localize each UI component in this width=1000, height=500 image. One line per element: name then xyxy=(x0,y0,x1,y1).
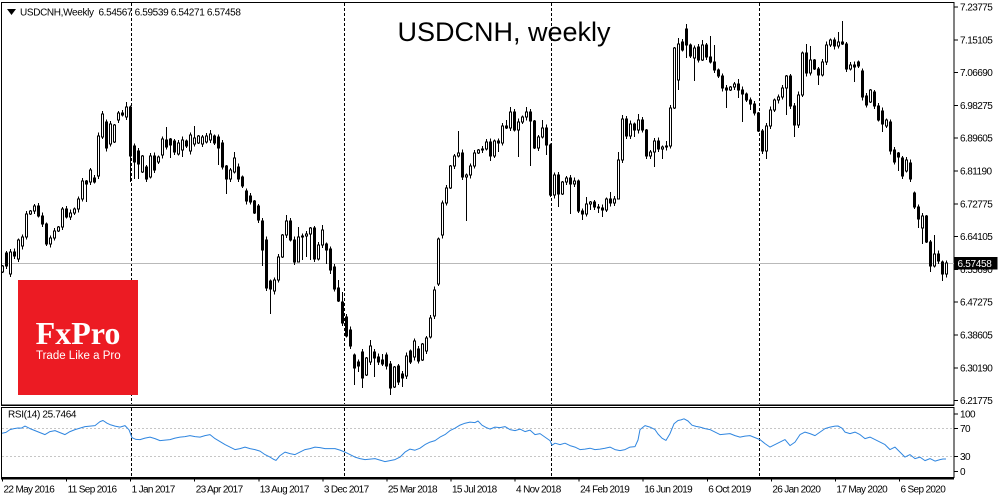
svg-text:15 Jul 2018: 15 Jul 2018 xyxy=(452,485,498,496)
svg-text:6.21775: 6.21775 xyxy=(960,396,993,407)
svg-text:6.30190: 6.30190 xyxy=(960,363,993,374)
svg-text:6.55690: 6.55690 xyxy=(960,265,993,276)
svg-text:13 Aug 2017: 13 Aug 2017 xyxy=(260,485,310,496)
svg-text:26 Jan 2020: 26 Jan 2020 xyxy=(772,485,821,496)
svg-text:11 Sep 2016: 11 Sep 2016 xyxy=(68,485,118,496)
svg-text:16 Jun 2019: 16 Jun 2019 xyxy=(644,485,693,496)
svg-text:7.23775: 7.23775 xyxy=(960,3,993,14)
svg-text:USDCNH,Weekly 6.54567 6.59539: USDCNH,Weekly 6.54567 6.59539 6.54271 6.… xyxy=(20,8,241,19)
svg-text:24 Feb 2019: 24 Feb 2019 xyxy=(580,485,630,496)
svg-text:6.47275: 6.47275 xyxy=(960,298,993,309)
svg-text:USDCNH, weekly: USDCNH, weekly xyxy=(397,17,611,47)
svg-text:3 Dec 2017: 3 Dec 2017 xyxy=(324,485,370,496)
svg-text:22 May 2016: 22 May 2016 xyxy=(4,485,56,496)
svg-text:6 Oct 2019: 6 Oct 2019 xyxy=(708,485,752,496)
svg-text:17 May 2020: 17 May 2020 xyxy=(836,485,888,496)
svg-text:25 Mar 2018: 25 Mar 2018 xyxy=(388,485,438,496)
svg-text:100: 100 xyxy=(960,410,976,421)
svg-text:Trade Like a Pro: Trade Like a Pro xyxy=(36,350,121,362)
svg-text:6.98275: 6.98275 xyxy=(960,101,993,112)
svg-text:70: 70 xyxy=(960,424,971,435)
svg-text:0: 0 xyxy=(960,467,966,478)
svg-text:6.57458: 6.57458 xyxy=(958,259,993,270)
svg-text:6.81190: 6.81190 xyxy=(960,167,993,178)
svg-text:7.06690: 7.06690 xyxy=(960,68,993,79)
svg-text:6.38605: 6.38605 xyxy=(960,331,993,342)
svg-text:6.72775: 6.72775 xyxy=(960,199,993,210)
svg-text:6.64105: 6.64105 xyxy=(960,232,993,243)
svg-text:6.89605: 6.89605 xyxy=(960,134,993,145)
svg-text:4 Nov 2018: 4 Nov 2018 xyxy=(516,485,562,496)
svg-text:1 Jan 2017: 1 Jan 2017 xyxy=(132,485,176,496)
svg-text:FxPro: FxPro xyxy=(36,315,121,351)
svg-text:RSI(14) 25.7464: RSI(14) 25.7464 xyxy=(8,410,77,421)
svg-text:7.15105: 7.15105 xyxy=(960,35,993,46)
svg-text:23 Apr 2017: 23 Apr 2017 xyxy=(196,485,244,496)
svg-text:30: 30 xyxy=(960,452,971,463)
svg-text:6 Sep 2020: 6 Sep 2020 xyxy=(900,485,946,496)
